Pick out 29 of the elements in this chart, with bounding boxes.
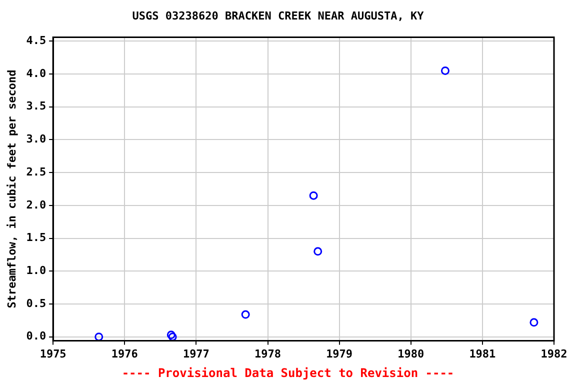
y-tick-label: 0.0 (26, 330, 46, 343)
y-tick-label: 4.0 (26, 66, 46, 80)
y-tick-label: 1.5 (26, 231, 46, 244)
x-tick-label: 1975 (40, 347, 66, 360)
x-tick-label: 1980 (398, 347, 424, 360)
point (94, 332, 104, 341)
point (241, 310, 250, 319)
y-tick-label: 2.5 (26, 165, 46, 178)
y-tick-label: 2.0 (26, 198, 46, 212)
y-tick-label: 0.5 (26, 296, 46, 310)
y-tick-label: 1.0 (26, 264, 46, 277)
point (166, 330, 176, 340)
x-tick-label: 1978 (254, 347, 282, 360)
y-tick-label: 3.0 (26, 132, 46, 146)
x-tick-label: 1979 (326, 347, 353, 360)
x-tick-label: 1981 (469, 347, 496, 360)
x-tick-label: 1982 (540, 347, 568, 360)
point (530, 318, 538, 327)
x-tick-label: 1977 (182, 347, 210, 360)
y-tick-label: 3.5 (26, 100, 46, 113)
x-tick-label: 1976 (111, 347, 138, 360)
point (168, 332, 177, 341)
text: ---- Provisional Data Subject to Revision ---- (120, 366, 456, 380)
point (440, 66, 450, 75)
y-axis-title: Streamflow, in cubic feet per second (5, 70, 18, 308)
point (309, 191, 318, 200)
y-tick-label: 4.5 (26, 34, 46, 47)
chart-title: USGS 03238620 BRACKEN CREEK NEAR AUGUSTA, KY (132, 9, 424, 22)
point (314, 247, 322, 256)
